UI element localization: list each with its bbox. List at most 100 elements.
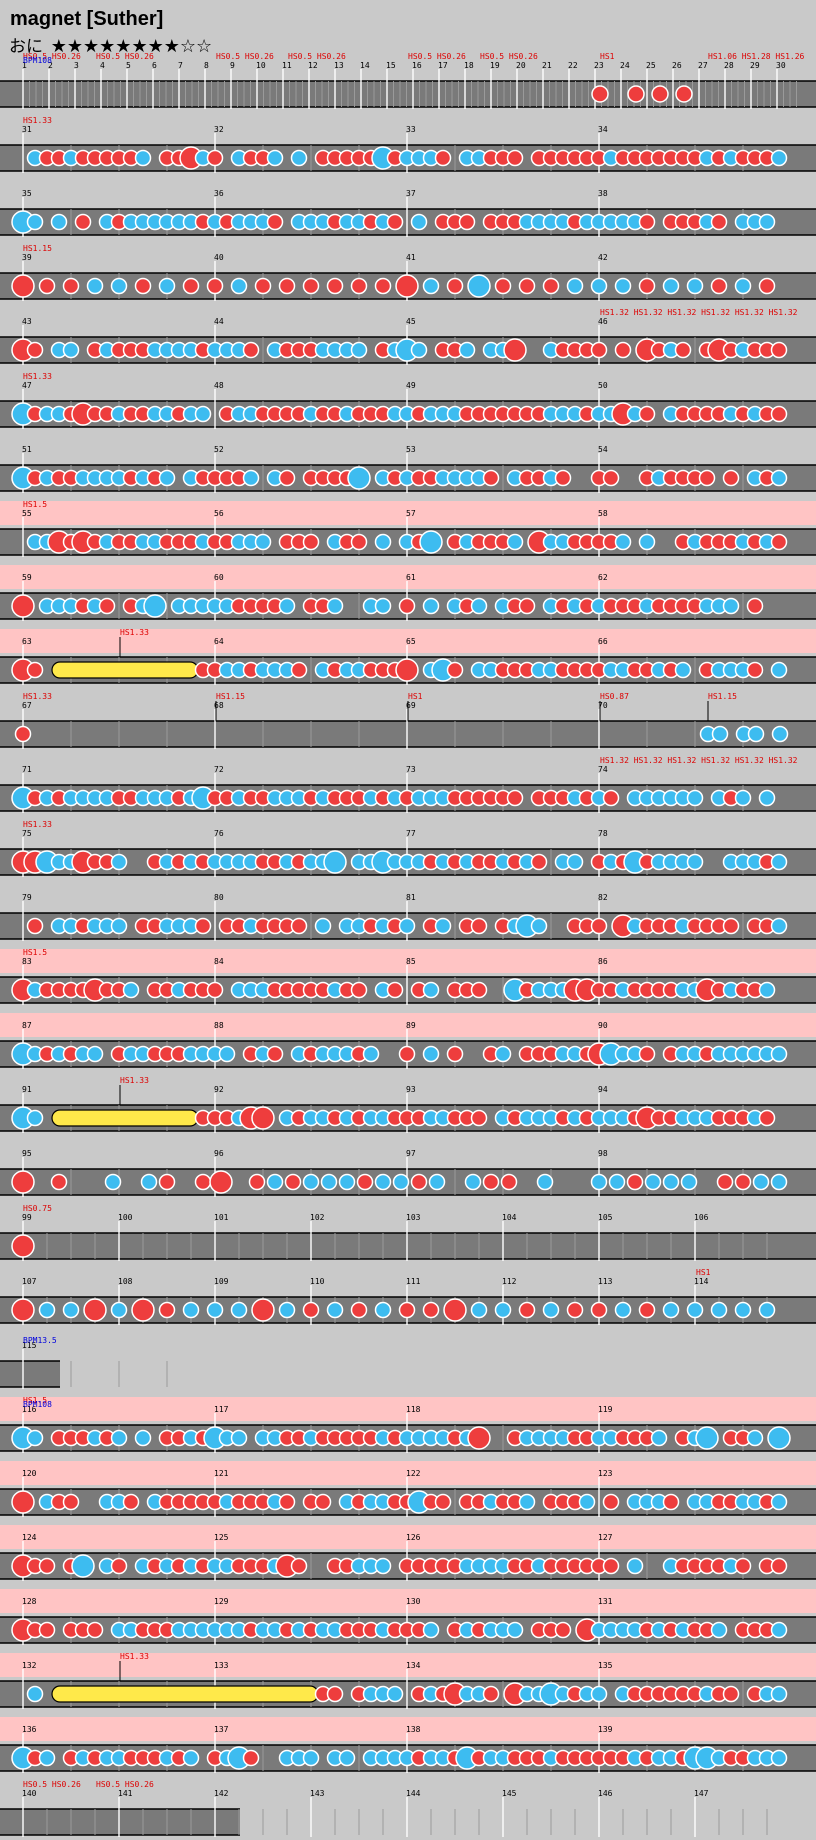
measure-number: 69 <box>406 701 416 710</box>
ka-note <box>686 1301 704 1319</box>
ka-note <box>734 789 752 807</box>
measure-number: 139 <box>598 1725 613 1734</box>
measure-number: 65 <box>406 637 416 646</box>
measure-number: 81 <box>406 893 416 902</box>
measure-number: 56 <box>214 509 224 518</box>
measure-number: 141 <box>118 1789 133 1798</box>
measure-number: 28 <box>724 61 734 70</box>
don-note <box>746 661 764 679</box>
measure-number: 86 <box>598 957 608 966</box>
ka-note <box>758 213 776 231</box>
chart-row: 75 76 77 78 HS1.33 <box>0 820 816 877</box>
don-note <box>278 469 296 487</box>
don-note <box>209 1170 233 1194</box>
gogo-band <box>0 1589 816 1613</box>
don-note <box>302 277 320 295</box>
don-note <box>458 213 476 231</box>
measure-number: 40 <box>214 253 224 262</box>
star-filled-icon: ★ <box>83 36 100 57</box>
don-note <box>602 469 620 487</box>
ka-note <box>644 1173 662 1191</box>
ka-note <box>770 1173 788 1191</box>
measure-number: 111 <box>406 1277 421 1286</box>
chart-row: 63 64 65 66 HS1.33 <box>0 628 816 685</box>
measure-number: 62 <box>598 573 608 582</box>
ka-note <box>50 213 68 231</box>
ka-note <box>362 1045 380 1063</box>
measure-number: 22 <box>568 61 578 70</box>
don-note <box>422 1301 440 1319</box>
star-filled-icon: ★ <box>163 36 180 57</box>
ka-note <box>392 1173 410 1191</box>
measure-number: 13 <box>334 61 344 70</box>
don-note <box>62 277 80 295</box>
ka-note <box>710 1301 728 1319</box>
ka-note <box>338 1173 356 1191</box>
measure-number: 120 <box>22 1469 37 1478</box>
ka-note <box>143 594 167 618</box>
ka-note <box>110 1429 128 1447</box>
ka-note <box>230 1301 248 1319</box>
don-note <box>242 341 260 359</box>
ka-note <box>26 1109 44 1127</box>
measure-number: 82 <box>598 893 608 902</box>
gogo-band <box>0 1653 816 1677</box>
speed-change-label: HS1.33 <box>23 372 52 381</box>
don-note <box>11 1170 35 1194</box>
ka-note <box>278 1301 296 1319</box>
measure-number: 83 <box>22 957 32 966</box>
measure-number: 93 <box>406 1085 416 1094</box>
ka-note <box>71 1554 95 1578</box>
speed-change-label: HS1.33 <box>120 628 149 637</box>
ka-note <box>614 533 632 551</box>
measure-number: 77 <box>406 829 416 838</box>
ka-note <box>494 1045 512 1063</box>
don-note <box>122 1493 140 1511</box>
measure-number: 4 <box>100 61 105 70</box>
measure-number: 126 <box>406 1533 421 1542</box>
chart-row: 140 141 142 143 144 145 146 147 HS0.5 HS0.26 HS0.… <box>0 1780 768 1837</box>
speed-change-label: HS1 <box>408 692 423 701</box>
measure-number: 113 <box>598 1277 613 1286</box>
measure-number: 37 <box>406 189 416 198</box>
measure-number: 124 <box>22 1533 37 1542</box>
difficulty-rating: おに ★★★★★★★★☆☆ <box>9 36 212 58</box>
don-note <box>758 1109 776 1127</box>
measure-number: 43 <box>22 317 32 326</box>
don-note <box>350 533 368 551</box>
don-note <box>83 1298 107 1322</box>
measure-number: 88 <box>214 1021 224 1030</box>
measure-number: 46 <box>598 317 608 326</box>
speed-change-label: HS1 <box>600 52 615 61</box>
don-note <box>182 277 200 295</box>
measure-number: 133 <box>214 1661 229 1670</box>
ka-note <box>419 530 443 554</box>
speed-change-label: HS0.5 HS0.26 <box>23 1780 81 1789</box>
don-note <box>443 1298 467 1322</box>
note-lane <box>0 721 816 747</box>
ka-note <box>422 1045 440 1063</box>
speed-change-label: HS1 <box>696 1268 711 1277</box>
measure-number: 144 <box>406 1789 421 1798</box>
don-note <box>494 277 512 295</box>
don-note <box>770 405 788 423</box>
bpm-label: BPM108 <box>23 1400 52 1409</box>
measure-number: 49 <box>406 381 416 390</box>
chart-row: 136 137 138 139 <box>0 1717 816 1773</box>
don-note <box>716 1173 734 1191</box>
ka-note <box>134 149 152 167</box>
ka-note <box>542 1301 560 1319</box>
measure-number: 115 <box>22 1341 37 1350</box>
don-note <box>638 213 656 231</box>
don-note <box>467 1426 491 1450</box>
difficulty-label: おに <box>9 37 43 57</box>
measure-number: 101 <box>214 1213 229 1222</box>
ka-note <box>230 1429 248 1447</box>
don-note <box>278 1493 296 1511</box>
don-note <box>662 1493 680 1511</box>
gogo-band <box>0 1013 816 1037</box>
measure-number: 110 <box>310 1277 325 1286</box>
don-note <box>11 1234 35 1258</box>
